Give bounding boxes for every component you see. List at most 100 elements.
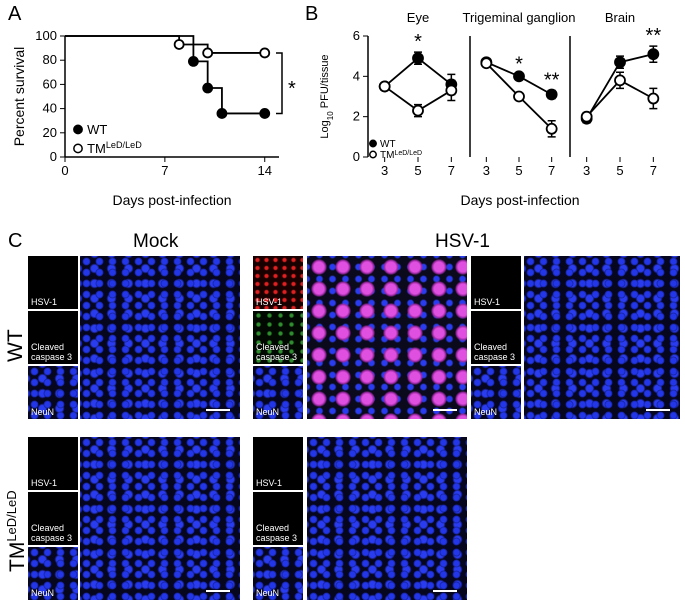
y-tick-label: 20 <box>43 125 57 140</box>
marker <box>202 47 214 59</box>
row-label-text: WT <box>4 329 27 362</box>
scale-bar <box>206 409 230 411</box>
legend-name: WT <box>87 122 107 137</box>
marker <box>187 56 199 67</box>
merged-image <box>80 256 240 419</box>
legend-name: TM <box>380 150 394 161</box>
channel-label: NeuN <box>474 407 498 417</box>
y-tick-label: 80 <box>43 52 57 67</box>
channel-tile: Cleaved caspase 3 <box>253 311 303 364</box>
merged-image <box>524 256 680 419</box>
channel-label: NeuN <box>256 407 280 417</box>
marker <box>647 48 660 61</box>
channel-tile: Cleaved caspase 3 <box>28 492 78 545</box>
x-tick-label: 5 <box>414 163 421 178</box>
x-tick-label: 7 <box>650 163 657 178</box>
panel-label: C <box>8 230 22 252</box>
annotation: ** <box>646 25 662 47</box>
channel-label: HSV-1 <box>256 297 283 307</box>
marker <box>647 92 660 105</box>
channel-tile: NeuN <box>253 547 303 600</box>
y-tick-label: 4 <box>353 68 360 83</box>
marker <box>545 122 558 135</box>
marker <box>259 108 271 119</box>
column-header: HSV-1 <box>435 231 490 252</box>
channel-label: Cleaved caspase 3 <box>31 342 73 362</box>
marker <box>614 56 626 69</box>
channel-tile: NeuN <box>471 366 521 419</box>
merged-image <box>80 437 240 600</box>
x-tick-label: 0 <box>61 163 68 178</box>
x-tick-label: 7 <box>548 163 555 178</box>
scale-bar <box>646 409 670 411</box>
channel-tile: HSV-1 <box>471 256 521 309</box>
subplot-title: Eye <box>407 10 429 25</box>
channel-tile: Cleaved caspase 3 <box>471 311 521 364</box>
annotation: * <box>515 53 523 75</box>
y-axis-label-part: Log <box>319 120 331 138</box>
marker <box>412 52 424 65</box>
channel-tile: Cleaved caspase 3 <box>28 311 78 364</box>
marker <box>378 80 391 93</box>
row-label-sup: LeD/LeD <box>4 490 19 542</box>
channel-tile: HSV-1 <box>28 256 78 309</box>
merged-image <box>307 437 467 600</box>
legend-name-sup: LeD/LeD <box>106 140 142 150</box>
legend-marker <box>369 139 377 148</box>
channel-label: HSV-1 <box>474 297 501 307</box>
y-axis-label: Log10 PFU/tissue <box>319 54 335 138</box>
channel-label: HSV-1 <box>256 478 283 488</box>
x-tick-label: 5 <box>616 163 623 178</box>
y-tick-label: 2 <box>353 109 360 124</box>
channel-label: Cleaved caspase 3 <box>31 523 73 543</box>
legend-name-sup: LeD/LeD <box>394 150 422 157</box>
marker <box>513 90 525 103</box>
x-tick-label: 3 <box>381 163 388 178</box>
legend-label: TMLeD/LeD <box>380 150 422 162</box>
marker <box>614 74 626 87</box>
channel-tile: Cleaved caspase 3 <box>253 492 303 545</box>
channel-tile: HSV-1 <box>28 437 78 490</box>
channel-label: NeuN <box>256 588 280 598</box>
merged-image <box>307 256 467 419</box>
panel-label: B <box>305 3 318 25</box>
channel-label: HSV-1 <box>31 478 58 488</box>
marker <box>202 82 214 94</box>
x-tick-label: 7 <box>161 163 168 178</box>
row-label-text: TM <box>6 541 29 572</box>
annotation: * <box>414 31 422 53</box>
y-tick-label: 6 <box>353 28 360 43</box>
y-tick-label: 60 <box>43 76 57 91</box>
x-tick-label: 14 <box>257 163 271 178</box>
marker <box>173 39 185 50</box>
x-tick-label: 3 <box>483 163 490 178</box>
y-axis-label-part: PFU/tissue <box>319 54 331 111</box>
channel-tile: NeuN <box>253 366 303 419</box>
marker <box>259 47 271 59</box>
marker <box>216 108 228 119</box>
channel-tile: HSV-1 <box>253 256 303 309</box>
marker <box>545 88 558 101</box>
annotation: * <box>288 78 296 100</box>
y-axis-label: Percent survival <box>11 47 27 147</box>
scale-bar <box>433 409 457 411</box>
y-axis-label-part: 10 <box>326 111 335 120</box>
marker <box>412 104 424 117</box>
y-tick-label: 0 <box>353 149 360 164</box>
x-tick-label: 5 <box>515 163 522 178</box>
panel-label: A <box>8 3 22 25</box>
legend-marker <box>369 150 377 159</box>
legend-label: WT <box>380 139 396 150</box>
marker <box>513 70 525 83</box>
legend-name: WT <box>380 139 396 150</box>
channel-tile: HSV-1 <box>253 437 303 490</box>
x-tick-label: 7 <box>448 163 455 178</box>
y-tick-label: 0 <box>50 149 57 164</box>
channel-label: Cleaved caspase 3 <box>474 342 516 362</box>
x-axis-label: Days post-infection <box>460 192 579 208</box>
channel-label: HSV-1 <box>31 297 58 307</box>
legend-name: TM <box>87 141 106 156</box>
channel-label: NeuN <box>31 407 55 417</box>
significance-bracket <box>276 52 283 115</box>
